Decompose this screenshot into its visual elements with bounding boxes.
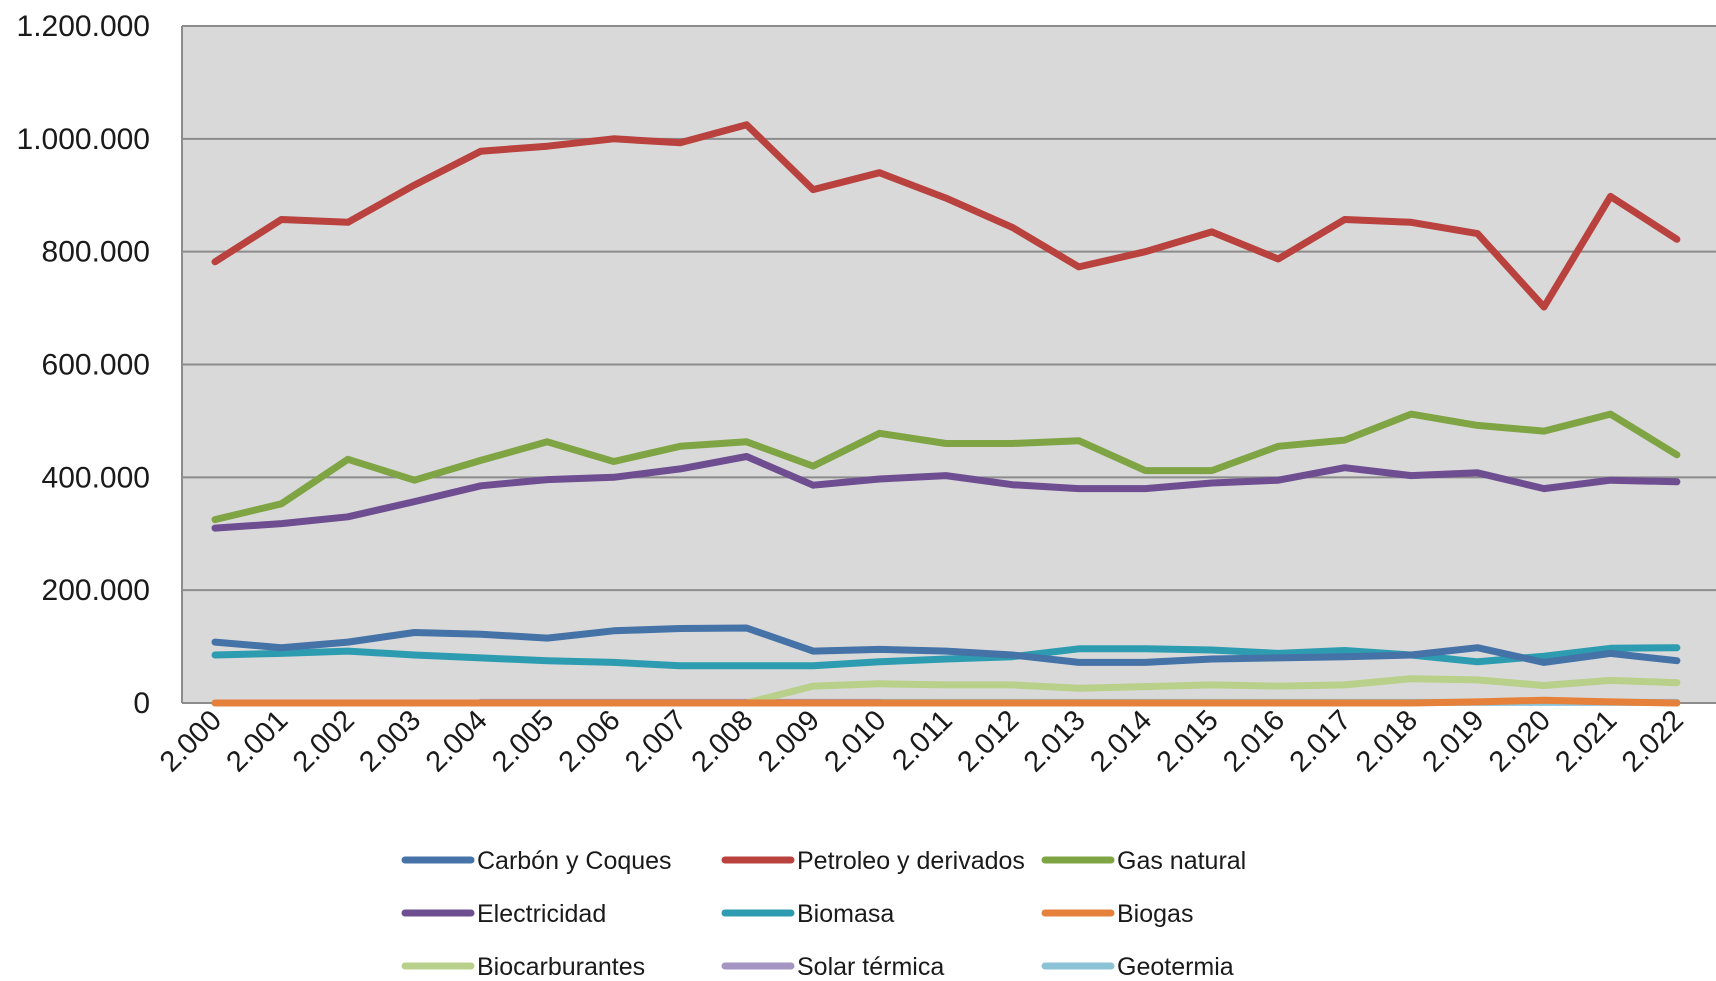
legend-label: Biomasa (797, 900, 894, 928)
x-tick-label: 2.018 (1350, 704, 1424, 778)
legend-label: Carbón y Coques (477, 847, 672, 875)
x-axis-ticks: 2.0002.0012.0022.0032.0042.0052.0062.007… (154, 704, 1690, 778)
x-tick-label: 2.017 (1284, 704, 1358, 778)
x-tick-label: 2.014 (1084, 704, 1158, 778)
y-tick-label: 200.000 (42, 574, 150, 607)
x-tick-label: 2.001 (220, 704, 294, 778)
series-line-5 (211, 696, 1681, 707)
y-tick-label: 400.000 (42, 461, 150, 494)
series-line-4 (211, 644, 1681, 670)
legend-label: Solar térmica (797, 953, 944, 981)
y-axis-ticks: 0 200.000 400.000 600.000 800.000 1.000.000 1.… (17, 10, 150, 720)
x-tick-label: 2.019 (1417, 704, 1491, 778)
legend-label: Petroleo y derivados (797, 847, 1025, 875)
series-line-0 (211, 624, 1681, 666)
x-tick-label: 2.015 (1151, 704, 1225, 778)
series-line-6 (743, 675, 1681, 707)
x-tick-label: 2.009 (752, 704, 826, 778)
x-tick-label: 2.021 (1549, 704, 1623, 778)
y-tick-label: 600.000 (42, 349, 150, 382)
legend-label: Gas natural (1117, 847, 1246, 875)
x-tick-label: 2.000 (154, 704, 228, 778)
legend-label: Biocarburantes (477, 953, 645, 981)
x-tick-label: 2.011 (886, 704, 958, 776)
x-tick-label: 2.016 (1217, 704, 1291, 778)
x-tick-label: 2.002 (287, 704, 361, 778)
series-lines (211, 121, 1681, 707)
legend-label: Biogas (1117, 900, 1193, 928)
x-tick-label: 2.022 (1616, 704, 1690, 778)
x-tick-label: 2.005 (486, 704, 560, 778)
x-tick-label: 2.010 (819, 704, 893, 778)
series-line-2 (211, 410, 1681, 524)
x-tick-label: 2.012 (951, 704, 1025, 778)
x-tick-label: 2.020 (1483, 704, 1557, 778)
legend-label: Geotermia (1117, 953, 1234, 981)
x-tick-label: 2.008 (686, 704, 760, 778)
x-tick-label: 2.007 (619, 704, 693, 778)
y-tick-label: 1.200.000 (17, 10, 150, 43)
x-tick-label: 2.004 (420, 704, 494, 778)
x-tick-label: 2.006 (553, 704, 627, 778)
series-line-1 (211, 121, 1681, 311)
y-tick-label: 800.000 (42, 236, 150, 269)
legend-label: Electricidad (477, 900, 606, 928)
y-tick-label: 0 (133, 687, 150, 720)
legend: Carbón y Coques Petroleo y derivados Gas n… (401, 847, 1246, 981)
series-line-3 (211, 453, 1681, 532)
y-tick-label: 1.000.000 (17, 123, 150, 156)
x-tick-label: 2.013 (1018, 704, 1092, 778)
x-tick-label: 2.003 (353, 704, 427, 778)
